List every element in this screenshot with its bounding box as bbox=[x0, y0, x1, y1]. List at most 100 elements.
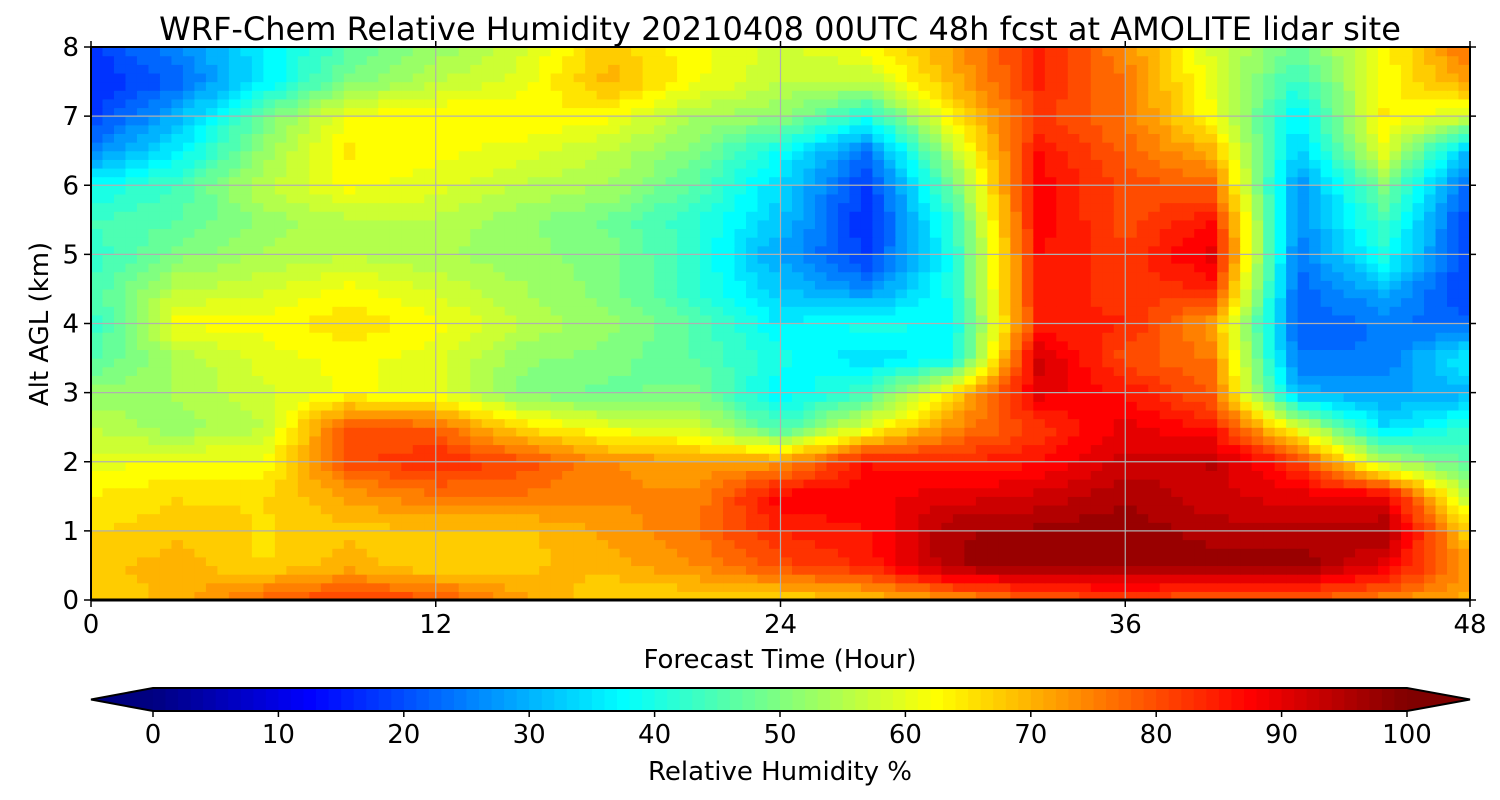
heatmap-cell bbox=[148, 504, 161, 515]
heatmap-cell bbox=[274, 470, 287, 480]
heatmap-cell bbox=[987, 530, 1000, 541]
heatmap-cell bbox=[1435, 383, 1448, 394]
heatmap-cell bbox=[550, 358, 563, 368]
heatmap-cell bbox=[1251, 358, 1264, 368]
heatmap-cell bbox=[1217, 271, 1230, 281]
heatmap-cell bbox=[1286, 332, 1299, 342]
heatmap-cell bbox=[1079, 479, 1092, 489]
heatmap-cell bbox=[895, 479, 908, 489]
heatmap-cell bbox=[102, 280, 115, 290]
heatmap-cell bbox=[883, 288, 897, 299]
heatmap-cell bbox=[872, 487, 885, 497]
heatmap-cell bbox=[1332, 427, 1345, 437]
heatmap-cell bbox=[171, 470, 184, 480]
heatmap-cell bbox=[803, 522, 816, 532]
heatmap-cell bbox=[654, 487, 667, 497]
heatmap-cell bbox=[1044, 409, 1057, 420]
heatmap-cell bbox=[205, 435, 219, 446]
heatmap-cell bbox=[113, 487, 127, 497]
heatmap-cell bbox=[964, 245, 977, 255]
heatmap-cell bbox=[895, 383, 908, 394]
heatmap-cell bbox=[366, 254, 379, 264]
heatmap-cell bbox=[906, 427, 919, 437]
heatmap-cell bbox=[952, 504, 965, 515]
heatmap-cell bbox=[791, 383, 805, 394]
heatmap-cell bbox=[573, 297, 586, 307]
heatmap-cell bbox=[723, 548, 736, 558]
heatmap-cell bbox=[596, 487, 609, 497]
heatmap-cell bbox=[389, 271, 402, 281]
heatmap-cell bbox=[711, 323, 724, 333]
heatmap-cell bbox=[355, 435, 368, 446]
heatmap-cell bbox=[1217, 375, 1230, 385]
heatmap-cell bbox=[550, 530, 563, 541]
heatmap-cell bbox=[1159, 349, 1172, 359]
heatmap-cell bbox=[550, 418, 563, 428]
heatmap-cell bbox=[148, 323, 161, 333]
heatmap-cell bbox=[113, 513, 127, 523]
heatmap-cell bbox=[1148, 427, 1161, 437]
heatmap-cell bbox=[297, 418, 310, 428]
heatmap-cell bbox=[1286, 323, 1299, 333]
heatmap-cell bbox=[1136, 392, 1149, 402]
heatmap-cell bbox=[631, 306, 644, 316]
heatmap-cell bbox=[941, 401, 954, 411]
heatmap-cell bbox=[1194, 522, 1207, 532]
heatmap-cell bbox=[906, 453, 919, 463]
heatmap-cell bbox=[1366, 574, 1379, 584]
heatmap-cell bbox=[952, 435, 965, 446]
heatmap-cell bbox=[642, 332, 655, 342]
heatmap-cell bbox=[814, 314, 828, 325]
heatmap-cell bbox=[171, 349, 184, 359]
heatmap-cell bbox=[424, 237, 437, 247]
heatmap-cell bbox=[102, 358, 115, 368]
heatmap-cell bbox=[596, 530, 609, 541]
heatmap-cell bbox=[1309, 530, 1322, 541]
heatmap-cell bbox=[1010, 323, 1023, 333]
heatmap-cell bbox=[585, 375, 598, 385]
heatmap-cell bbox=[412, 263, 425, 273]
heatmap-cell bbox=[872, 392, 885, 402]
heatmap-cell bbox=[631, 582, 644, 592]
heatmap-cell bbox=[527, 418, 540, 428]
heatmap-cell bbox=[481, 358, 494, 368]
heatmap-cell bbox=[228, 297, 241, 307]
heatmap-cell bbox=[470, 392, 483, 402]
heatmap-cell bbox=[171, 444, 184, 454]
heatmap-cell bbox=[1079, 323, 1092, 333]
heatmap-cell bbox=[297, 435, 310, 446]
heatmap-cell bbox=[1309, 444, 1322, 454]
heatmap-cell bbox=[1320, 288, 1333, 299]
heatmap-cell bbox=[355, 323, 368, 333]
heatmap-cell bbox=[1228, 453, 1241, 463]
heatmap-cell bbox=[964, 556, 977, 567]
heatmap-cell bbox=[608, 435, 621, 446]
heatmap-cell bbox=[952, 349, 965, 359]
heatmap-cell bbox=[378, 340, 391, 351]
heatmap-cell bbox=[401, 271, 414, 281]
heatmap-cell bbox=[573, 461, 586, 471]
heatmap-cell bbox=[435, 401, 448, 411]
heatmap-cell bbox=[1217, 461, 1230, 471]
heatmap-cell bbox=[1148, 565, 1161, 575]
heatmap-cell bbox=[826, 409, 839, 420]
heatmap-cell bbox=[654, 306, 667, 316]
heatmap-cell bbox=[860, 556, 874, 567]
heatmap-cell bbox=[975, 574, 988, 584]
heatmap-cell bbox=[1378, 591, 1391, 600]
heatmap-cell bbox=[998, 487, 1011, 497]
heatmap-cell bbox=[1401, 280, 1414, 290]
heatmap-cell bbox=[228, 254, 241, 264]
heatmap-cell bbox=[148, 392, 161, 402]
heatmap-cell bbox=[998, 245, 1011, 255]
heatmap-cell bbox=[814, 306, 828, 316]
heatmap-cell bbox=[1355, 375, 1368, 385]
heatmap-cell bbox=[803, 297, 816, 307]
heatmap-cell bbox=[1355, 548, 1368, 558]
heatmap-cell bbox=[493, 271, 506, 281]
heatmap-cell bbox=[734, 375, 747, 385]
heatmap-cell bbox=[159, 288, 173, 299]
heatmap-cell bbox=[677, 496, 690, 506]
heatmap-cell bbox=[1251, 340, 1264, 351]
heatmap-cell bbox=[504, 366, 517, 376]
